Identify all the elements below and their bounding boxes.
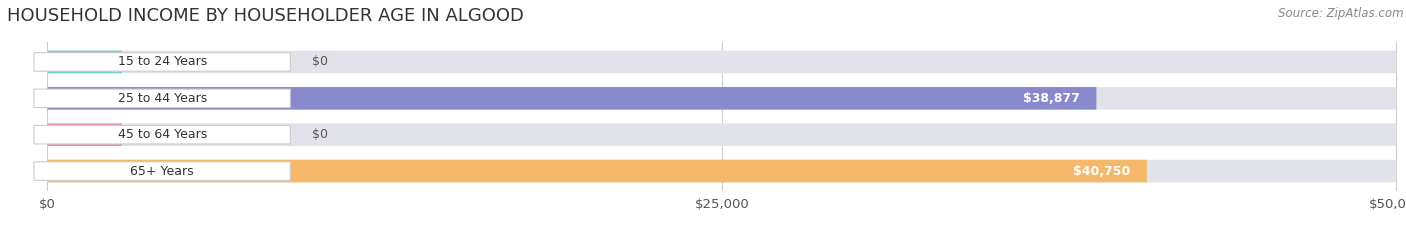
Text: 45 to 64 Years: 45 to 64 Years: [118, 128, 207, 141]
FancyBboxPatch shape: [48, 87, 1396, 110]
FancyBboxPatch shape: [34, 162, 290, 180]
FancyBboxPatch shape: [48, 87, 1097, 110]
Text: Source: ZipAtlas.com: Source: ZipAtlas.com: [1278, 7, 1403, 20]
FancyBboxPatch shape: [48, 123, 122, 146]
FancyBboxPatch shape: [34, 53, 290, 71]
Text: 65+ Years: 65+ Years: [131, 164, 194, 178]
FancyBboxPatch shape: [34, 125, 290, 144]
Text: 25 to 44 Years: 25 to 44 Years: [118, 92, 207, 105]
FancyBboxPatch shape: [48, 123, 1396, 146]
Text: $40,750: $40,750: [1073, 164, 1130, 178]
FancyBboxPatch shape: [34, 89, 290, 108]
Text: $0: $0: [312, 55, 328, 69]
Text: $0: $0: [312, 128, 328, 141]
Text: $38,877: $38,877: [1024, 92, 1080, 105]
FancyBboxPatch shape: [48, 51, 122, 73]
FancyBboxPatch shape: [48, 51, 1396, 73]
FancyBboxPatch shape: [48, 160, 1396, 182]
Text: HOUSEHOLD INCOME BY HOUSEHOLDER AGE IN ALGOOD: HOUSEHOLD INCOME BY HOUSEHOLDER AGE IN A…: [7, 7, 524, 25]
FancyBboxPatch shape: [48, 160, 1147, 182]
Text: 15 to 24 Years: 15 to 24 Years: [118, 55, 207, 69]
